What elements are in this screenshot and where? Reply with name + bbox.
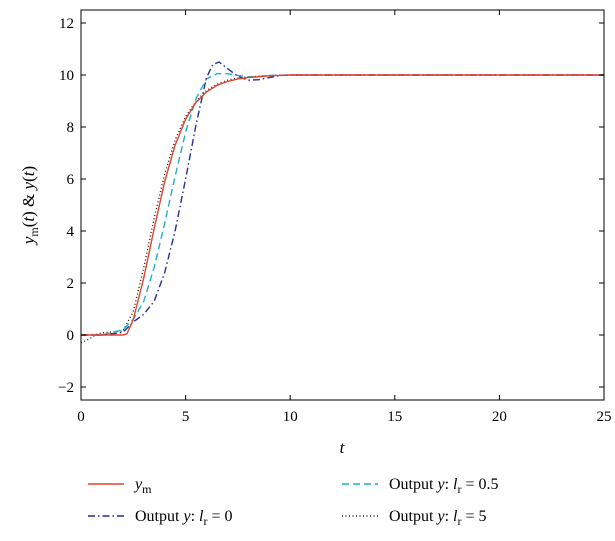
legend-label-l5: Output y: lr = 5 bbox=[389, 508, 487, 528]
y-tick-label: 6 bbox=[67, 172, 75, 188]
legend-label-ym: ym bbox=[133, 476, 152, 496]
x-tick-label: 20 bbox=[492, 409, 507, 425]
series-line-ym bbox=[81, 74, 604, 336]
x-tick-label: 5 bbox=[182, 409, 190, 425]
y-tick-label: 0 bbox=[67, 328, 75, 344]
series-line-l5 bbox=[80, 74, 604, 344]
y-axis-label-text: ym(t) & y(t) bbox=[19, 166, 41, 246]
x-axis-label-text: t bbox=[340, 438, 346, 457]
plot-frame bbox=[80, 9, 605, 401]
legend-item-l0: Output y: lr = 0 bbox=[88, 508, 233, 528]
legend-item-l5: Output y: lr = 5 bbox=[342, 508, 487, 528]
x-tick-label: 0 bbox=[77, 409, 85, 425]
x-tick-label: 25 bbox=[597, 409, 612, 425]
y-tick-label: 2 bbox=[67, 276, 75, 292]
x-axis-label: t bbox=[340, 438, 346, 457]
series-line-l05 bbox=[81, 72, 604, 336]
legend-label-l05: Output y: lr = 0.5 bbox=[389, 476, 499, 496]
series-group bbox=[80, 61, 604, 344]
y-tick-label: 4 bbox=[67, 224, 75, 240]
y-tick-label: 12 bbox=[59, 16, 74, 32]
x-tick-label: 10 bbox=[283, 409, 298, 425]
legend-item-l05: Output y: lr = 0.5 bbox=[342, 476, 499, 496]
x-tick-label: 15 bbox=[387, 409, 402, 425]
legend-label-l0: Output y: lr = 0 bbox=[135, 508, 233, 528]
legend-item-ym: ym bbox=[88, 476, 152, 496]
legend: ym Output y: lr = 0.5 Output y: lr = 0 Outp… bbox=[88, 476, 499, 528]
y-tick-label: 10 bbox=[59, 68, 74, 84]
y-tick-label: −2 bbox=[58, 380, 74, 396]
y-axis-label: ym(t) & y(t) bbox=[19, 166, 41, 246]
y-tick-label: 8 bbox=[67, 120, 75, 136]
